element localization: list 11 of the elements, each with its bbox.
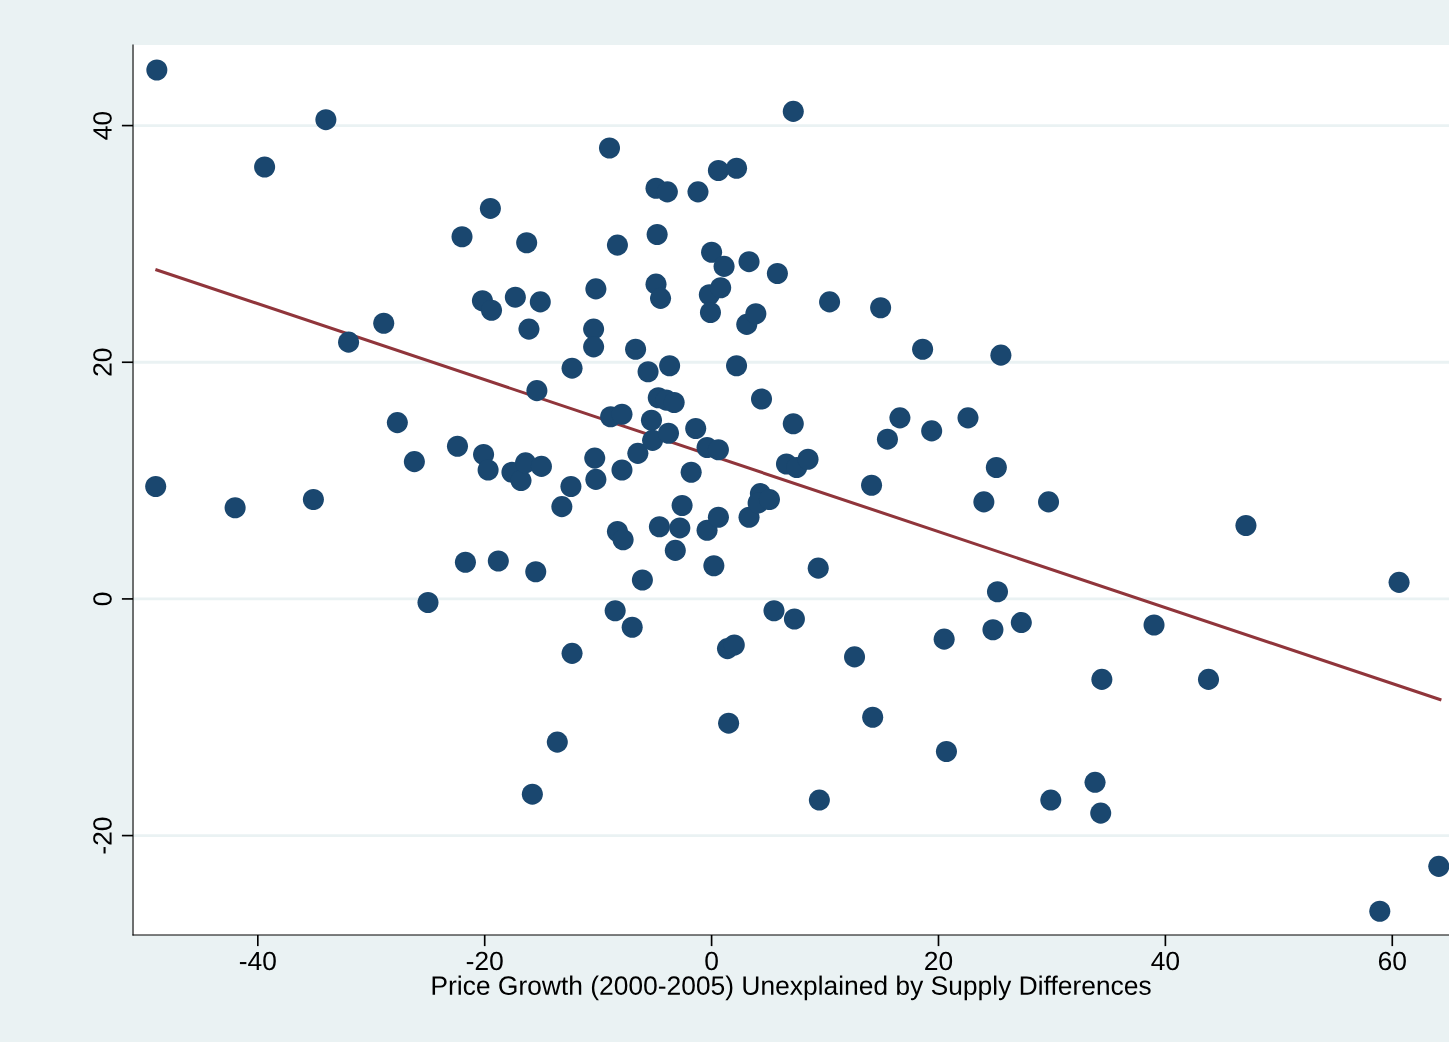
- y-tick-label: 40: [93, 111, 112, 140]
- y-tick-label: 0: [93, 592, 112, 606]
- x-tick-label: 0: [705, 951, 718, 971]
- x-axis-title: Price Growth (2000-2005) Unexplained by Supply Differences: [432, 975, 1151, 1001]
- y-tick-label: 20: [93, 348, 112, 376]
- y-tick-label: -20: [93, 817, 112, 854]
- x-tick-label: 20: [925, 951, 953, 971]
- x-tick-label: -40: [239, 951, 276, 971]
- x-tick-label: 40: [1151, 951, 1180, 971]
- x-tick-label: -20: [466, 951, 503, 971]
- x-tick-label: 60: [1378, 951, 1406, 971]
